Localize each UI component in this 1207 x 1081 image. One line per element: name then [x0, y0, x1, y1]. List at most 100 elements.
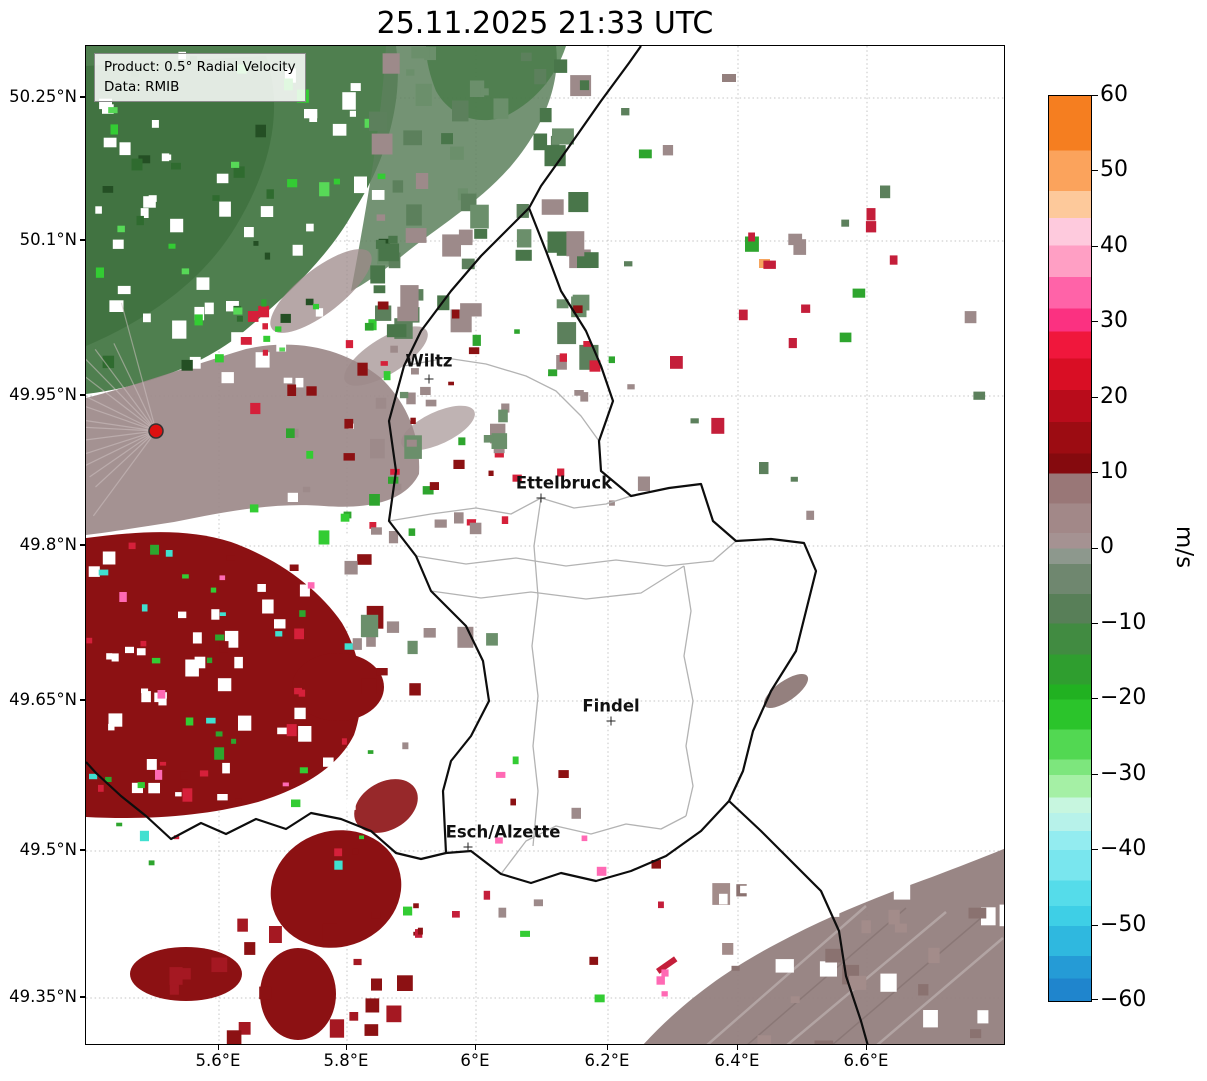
radar-bin — [388, 476, 399, 484]
radar-bin — [275, 326, 282, 332]
radar-bin — [410, 417, 416, 424]
radar-bin — [566, 231, 585, 257]
radar-bin — [452, 911, 460, 918]
radar-bin — [608, 356, 615, 364]
radar-bin — [371, 133, 393, 155]
radar-bin — [345, 533, 355, 542]
y-tick-mark — [80, 239, 85, 241]
radar-bin — [488, 470, 494, 476]
radar-bin — [544, 145, 566, 167]
x-tick-mark — [218, 1045, 220, 1050]
colorbar-tick-mark — [1092, 95, 1098, 97]
radar-bin — [661, 991, 668, 997]
radar-bin — [180, 771, 188, 780]
radar-bin — [469, 522, 482, 535]
radar-bin — [371, 527, 382, 535]
radar-bin — [216, 173, 229, 184]
figure-title: 25.11.2025 21:33 UTC — [376, 6, 714, 41]
radar-bin — [498, 409, 508, 423]
radar-bin — [226, 301, 239, 312]
city-marker-icon — [463, 842, 473, 852]
radar-spoke — [86, 420, 157, 432]
radar-bin — [319, 182, 330, 197]
radar-bin — [95, 206, 102, 214]
radar-blob-red-patch — [260, 948, 336, 1040]
colorbar-tick-mark — [1092, 999, 1098, 1001]
city-marker-icon — [424, 374, 434, 384]
radar-bin — [194, 306, 205, 321]
radar-bin — [441, 133, 453, 145]
radar-bin — [480, 88, 489, 96]
radar-bin — [548, 369, 558, 377]
radar-bin — [352, 848, 359, 855]
radar-bin — [257, 584, 266, 592]
radar-bin — [226, 1030, 242, 1044]
radar-bin — [219, 612, 226, 616]
radar-bin — [420, 386, 431, 395]
radar-bin — [512, 756, 519, 765]
data-source-line: Data: RMIB — [104, 78, 180, 95]
radar-bin — [547, 473, 557, 484]
radar-bin — [757, 1035, 772, 1044]
radar-bin — [711, 417, 725, 434]
radar-bin — [429, 482, 439, 490]
radar-bin — [514, 329, 520, 334]
radar-bin — [98, 569, 109, 576]
radar-bin — [425, 399, 437, 407]
radar-bin — [287, 179, 298, 188]
radar-bin — [298, 726, 312, 742]
y-tick-mark — [80, 394, 85, 396]
radar-bin — [119, 592, 127, 602]
radar-bin — [364, 118, 373, 128]
radar-bin — [315, 308, 324, 317]
radar-bin — [238, 715, 252, 731]
radar-bin — [211, 609, 220, 620]
radar-bin — [469, 80, 485, 97]
radar-bin — [529, 329, 540, 341]
radar-bin — [108, 107, 118, 114]
radar-bin — [206, 657, 213, 664]
radar-bin — [283, 377, 293, 384]
x-tick-mark — [475, 1045, 477, 1050]
radar-bin — [140, 640, 147, 647]
radar-bin — [294, 628, 304, 640]
radar-spoke — [86, 376, 157, 432]
radar-bin — [108, 723, 115, 731]
radar-bin — [740, 885, 750, 894]
radar-bin — [99, 98, 112, 110]
radar-bin — [334, 860, 343, 870]
radar-bin — [346, 799, 356, 810]
radar-bin — [343, 453, 355, 461]
radar-bin — [141, 691, 151, 703]
radar-bin — [249, 504, 259, 513]
radar-bin — [573, 305, 583, 314]
radar-bin — [258, 305, 270, 318]
radar-bin — [367, 750, 374, 754]
radar-bin — [307, 582, 315, 589]
radar-bin — [442, 234, 461, 257]
radar-bin — [322, 923, 338, 941]
radar-bin — [105, 776, 112, 782]
internal-borders — [388, 357, 737, 875]
radar-bin — [627, 384, 635, 390]
colorbar-tick-label: −50 — [1100, 912, 1147, 937]
radar-bin — [318, 530, 330, 545]
x-tick-label: 6.4°E — [714, 1051, 760, 1070]
radar-bin — [182, 788, 193, 802]
y-tick-mark — [80, 849, 85, 851]
radar-bin — [589, 956, 599, 965]
radar-bin — [658, 901, 664, 909]
radar-bin — [88, 566, 100, 577]
radar-bin — [194, 656, 206, 669]
radar-blob-red-patch — [354, 779, 418, 833]
radar-bin — [453, 459, 465, 469]
radar-bin — [716, 913, 733, 925]
radar-bin — [661, 969, 669, 977]
radar-bin — [299, 767, 308, 774]
colorbar-tick-label: 50 — [1100, 157, 1128, 182]
radar-bin — [219, 201, 231, 217]
radar-bin — [352, 638, 362, 650]
colorbar-tick-label: 30 — [1100, 308, 1128, 333]
radar-bin — [365, 998, 380, 1013]
